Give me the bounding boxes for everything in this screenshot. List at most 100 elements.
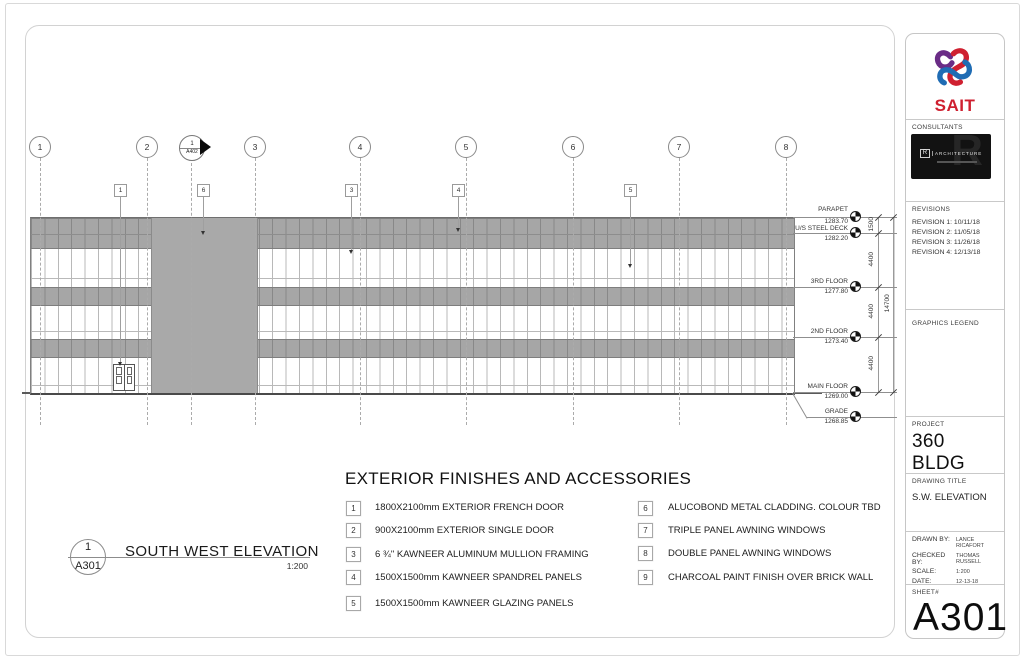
drawing-area-border	[25, 25, 895, 638]
titleblock-logo-section: SAIT	[906, 34, 1004, 119]
level-line	[793, 337, 897, 338]
legend-key-9: 9	[638, 570, 653, 585]
grid-line-2	[147, 158, 148, 425]
callout-tag-6: 6	[197, 184, 210, 197]
consultant-logo: R R ARCHITECTURE	[911, 134, 991, 179]
callout-tag-1: 1	[114, 184, 127, 197]
section-cut-line	[191, 158, 192, 425]
level-elevation: 1282.20	[824, 235, 849, 242]
level-elevation: 1269.00	[824, 393, 849, 400]
grid-line-5	[466, 158, 467, 425]
consultant-tagline-rule	[937, 161, 977, 163]
grid-line-4	[360, 158, 361, 425]
steel-deck-line	[31, 234, 794, 235]
legend-item-5: 1500X1500mm KAWNEER GLAZING PANELS	[375, 598, 574, 609]
level-marker-icon	[850, 331, 861, 342]
level-line	[793, 392, 897, 393]
sheet-number-section: SHEET# A301	[906, 584, 1009, 639]
scale-label: SCALE:	[912, 568, 937, 575]
level-line	[793, 217, 897, 218]
view-title-underline	[68, 557, 310, 558]
consultants-label: CONSULTANTS	[912, 124, 963, 131]
level-elevation: 1268.85	[824, 418, 849, 425]
callout-arrow-5	[628, 264, 632, 268]
door-pane	[126, 367, 132, 375]
level-name: U/S STEEL DECK	[795, 225, 848, 232]
drawing-title-label: DRAWING TITLE	[912, 478, 967, 485]
level-elevation: 1283.70	[824, 218, 849, 225]
level-name: 3RD FLOOR	[810, 278, 848, 285]
grid-bubble-8: 8	[775, 136, 797, 158]
sheet-number: A301	[913, 596, 1009, 639]
callout-leader-6	[203, 196, 204, 231]
revision-entry: REVISION 2: 11/05/18	[912, 229, 980, 236]
level-marker-icon	[850, 211, 861, 222]
grid-line-1	[40, 158, 41, 425]
scale-value: 1:200	[956, 569, 970, 575]
building-elevation	[30, 217, 795, 395]
dim-value-4400-b: 4400	[867, 304, 875, 319]
dim-value-overall: 14700	[883, 294, 891, 313]
grid-bubble-4: 4	[349, 136, 371, 158]
grid-bubble-5: 5	[455, 136, 477, 158]
legend-key-5: 5	[346, 596, 361, 611]
grid-line-3	[255, 158, 256, 425]
revisions-label: REVISIONS	[912, 206, 951, 213]
checked-by-label: CHECKED BY:	[912, 551, 946, 566]
view-sheet-ref: A301	[75, 560, 101, 572]
callout-leader-4	[458, 196, 459, 228]
level-line	[793, 287, 897, 288]
dimension-chain-outer	[893, 217, 894, 392]
level-marker-icon	[850, 411, 861, 422]
view-title-bubble: 1 A301	[70, 539, 106, 575]
graphics-legend-section: GRAPHICS LEGEND	[906, 309, 1004, 416]
callout-arrow-3	[349, 250, 353, 254]
callout-leader-1	[120, 196, 121, 362]
level-name: PARAPET	[818, 206, 848, 213]
project-name: 360 BLDG	[912, 431, 965, 474]
callout-arrow-6	[201, 231, 205, 235]
consultants-section: CONSULTANTS R R ARCHITECTURE	[906, 119, 1004, 201]
callout-arrow-4	[456, 228, 460, 232]
drawing-title-value: S.W. ELEVATION	[912, 492, 987, 503]
transom-line-2	[31, 331, 794, 332]
legend-key-6: 6	[638, 501, 653, 516]
section-marker-sheet: A402	[186, 149, 198, 155]
section-arrow-icon	[200, 139, 211, 155]
date-value: 12-13-18	[956, 578, 979, 585]
legend-key-3: 3	[346, 547, 361, 562]
date-label: DATE:	[912, 577, 932, 585]
checked-by-value: THOMAS RUSSELL	[956, 552, 982, 565]
sheet-label: SHEET#	[912, 589, 940, 596]
level-marker-icon	[850, 281, 861, 292]
consultant-wordmark: ARCHITECTURE	[932, 151, 982, 156]
legend-key-7: 7	[638, 523, 653, 538]
drawn-by-value: LANCE RICAFORT	[956, 537, 985, 549]
transom-line-1	[31, 278, 794, 279]
legend-item-7: TRIPLE PANEL AWNING WINDOWS	[668, 525, 826, 536]
section-marker-number: 1	[190, 141, 194, 147]
door-leaf-right	[123, 365, 135, 390]
transom-line-3	[31, 385, 794, 386]
callout-arrow-1	[118, 362, 122, 366]
door-leaf-left	[114, 365, 124, 390]
graphics-legend-label: GRAPHICS LEGEND	[912, 320, 979, 327]
consultant-monogram: R	[919, 149, 931, 158]
revision-entry: REVISION 3: 11/26/18	[912, 239, 980, 246]
legend-key-1: 1	[346, 501, 361, 516]
legend-item-3: 6 ¾" KAWNEER ALUMINUM MULLION FRAMING	[375, 549, 589, 560]
door-pane	[116, 367, 122, 375]
revisions-section: REVISIONS REVISION 1: 10/11/18 REVISION …	[906, 201, 1004, 309]
legend-item-4: 1500X1500mm KAWNEER SPANDREL PANELS	[375, 572, 582, 583]
callout-leader-3	[351, 196, 352, 250]
level-name: 2ND FLOOR	[810, 328, 848, 335]
dim-value-4400-a: 4400	[867, 252, 875, 267]
legend-key-2: 2	[346, 523, 361, 538]
project-section: PROJECT 360 BLDG	[906, 416, 1004, 474]
legend-item-6: ALUCOBOND METAL CLADDING. COLOUR TBD	[668, 502, 881, 513]
legend-title: EXTERIOR FINISHES AND ACCESSORIES	[345, 469, 692, 488]
dim-value-4400-c: 4400	[867, 356, 875, 371]
drawing-title-section: DRAWING TITLE S.W. ELEVATION	[906, 473, 1004, 531]
title-block: SAIT CONSULTANTS R R ARCHITECTURE REVISI…	[905, 33, 1009, 639]
